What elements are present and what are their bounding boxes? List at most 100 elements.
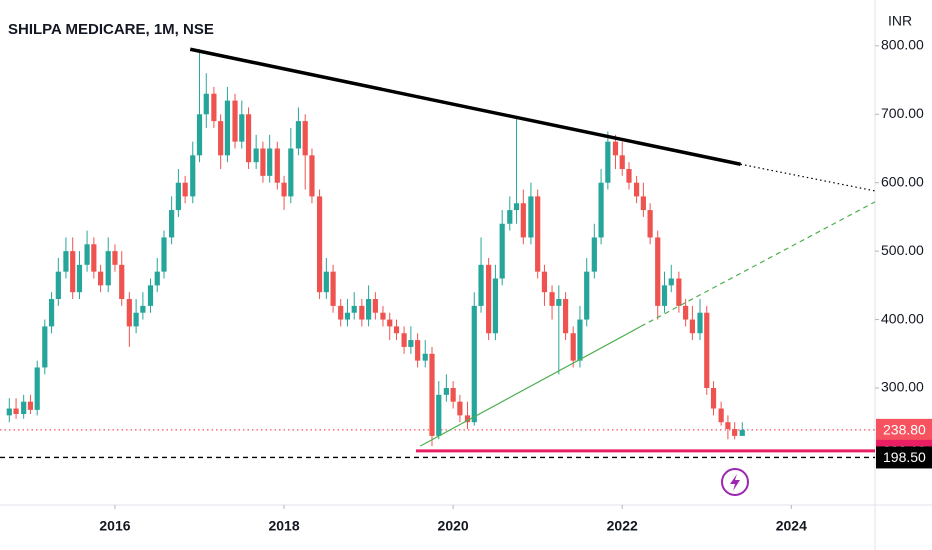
candle-body	[513, 203, 520, 211]
price-label-box	[876, 446, 932, 469]
candle-body	[704, 312, 710, 388]
candle-body	[126, 299, 132, 327]
y-tick-label: 500.00	[881, 242, 924, 258]
candle-body	[647, 210, 653, 238]
candle-body	[274, 148, 280, 183]
candle-body	[408, 340, 414, 347]
candle-body	[492, 278, 499, 334]
candle-body	[13, 408, 19, 414]
candle-body	[718, 408, 724, 423]
candle-body	[161, 237, 167, 272]
candle-body	[6, 408, 12, 416]
candle-body	[27, 401, 34, 410]
price-label-box	[876, 418, 932, 441]
candle-body	[562, 299, 569, 334]
candle-body	[154, 271, 160, 286]
candle-body	[169, 210, 175, 238]
candle-body	[732, 429, 738, 436]
y-tick-label: 700.00	[881, 105, 924, 121]
candle-body	[281, 182, 287, 197]
candle-body	[232, 100, 238, 142]
candle-body	[112, 251, 118, 265]
x-tick-label: 2020	[438, 518, 469, 534]
price-label: 238.80	[883, 422, 926, 438]
candle-body	[464, 415, 471, 423]
candle-body	[429, 353, 435, 436]
candle-body	[21, 401, 27, 414]
candle-body	[91, 244, 97, 272]
candle-body	[471, 305, 477, 423]
candle-body	[556, 299, 562, 306]
x-tick-label: 2024	[776, 518, 807, 534]
candle-body	[584, 271, 590, 320]
trend-line	[189, 47, 741, 166]
candle-body	[34, 367, 40, 410]
candle-body	[338, 305, 344, 320]
candle-body	[655, 237, 661, 306]
candle-body	[98, 271, 104, 286]
candle-body	[63, 251, 69, 272]
candle-body	[323, 271, 329, 293]
candle-body	[218, 121, 224, 156]
candle-body	[577, 319, 583, 361]
candle-body	[253, 148, 259, 163]
candle-body	[612, 141, 619, 156]
alert-icon	[721, 468, 749, 496]
candle-body	[443, 387, 449, 395]
trend-line	[640, 201, 876, 327]
candle-body	[598, 182, 604, 238]
candle-body	[42, 326, 48, 368]
candle-body	[196, 114, 203, 156]
candle-body	[309, 155, 315, 197]
candle-body	[267, 148, 273, 176]
y-tick-label: 600.00	[881, 173, 924, 189]
candle-body	[457, 401, 463, 416]
candle-body	[549, 292, 555, 306]
candle-body	[239, 114, 245, 142]
candle-body	[486, 264, 492, 334]
candle-body	[302, 121, 308, 156]
candle-body	[739, 429, 745, 436]
trend-line	[740, 163, 876, 192]
candle-body	[147, 285, 154, 306]
candle-body	[710, 387, 717, 409]
candle-body	[422, 353, 428, 361]
candle-body	[541, 271, 548, 293]
candle-body	[55, 271, 61, 300]
candle-body	[676, 278, 682, 306]
price-label: 198.50	[883, 449, 926, 465]
candle-body	[661, 285, 668, 306]
candle-body	[507, 210, 513, 224]
candle-body	[119, 264, 125, 300]
candle-body	[245, 114, 252, 163]
candle-body	[224, 100, 231, 156]
candle-body	[387, 319, 393, 327]
candle-body	[330, 271, 336, 306]
candle-body	[415, 340, 421, 361]
candle-body	[48, 299, 55, 327]
candle-body	[605, 141, 611, 183]
candle-body	[401, 333, 407, 347]
x-tick-label: 2022	[607, 518, 638, 534]
candle-body	[725, 422, 731, 430]
x-tick-label: 2018	[268, 518, 299, 534]
candle-body	[288, 148, 294, 197]
candle-body	[359, 305, 365, 320]
candle-body	[528, 196, 534, 238]
candle-body	[499, 223, 505, 279]
candle-body	[190, 155, 196, 197]
x-tick-label: 2016	[99, 518, 130, 534]
candle-body	[570, 333, 576, 361]
candle-body	[436, 394, 442, 436]
candle-body	[344, 312, 351, 320]
candle-body	[683, 305, 689, 320]
candle-body	[365, 299, 372, 320]
trend-line	[419, 325, 642, 447]
candle-body	[372, 299, 378, 313]
candle-body	[70, 251, 76, 293]
y-axis-label: INR	[888, 13, 912, 29]
candle-body	[133, 312, 139, 327]
candle-body	[351, 305, 357, 313]
y-tick-label: 300.00	[881, 379, 924, 395]
